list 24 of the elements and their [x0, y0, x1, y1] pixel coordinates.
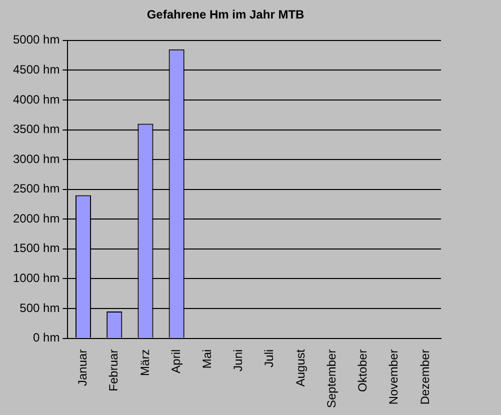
x-tick-label: Mai [200, 349, 214, 369]
y-tick-label: 2000 hm [12, 211, 60, 226]
x-tick-label: Juni [231, 349, 246, 372]
y-tick-label: 3500 hm [12, 122, 60, 136]
y-tick-label: 500 hm [20, 300, 60, 315]
chart-title: Gefahrene Hm im Jahr MTB [146, 8, 305, 22]
x-tick-label: März [138, 349, 152, 376]
x-tick-label: Januar [76, 349, 90, 386]
x-tick-label: Dezember [418, 349, 432, 405]
x-tick-label: Februar [106, 349, 121, 392]
y-tick-label: 1500 hm [12, 241, 60, 256]
y-tick-label: 2500 hm [12, 182, 60, 196]
x-tick-label: November [386, 349, 401, 405]
x-tick-label: April [168, 349, 183, 374]
y-tick-label: 1000 hm [12, 271, 60, 286]
y-tick-label: 4500 hm [12, 62, 60, 77]
y-tick-label: 5000 hm [12, 32, 60, 47]
x-tick-label: August [293, 348, 308, 387]
x-tick-label: Oktober [356, 349, 370, 392]
y-tick-label: 0 hm [33, 330, 60, 345]
x-tick-label: September [324, 349, 338, 408]
x-tick-label: Juli [262, 349, 276, 368]
y-tick-label: 4000 hm [12, 92, 60, 106]
y-tick-label: 3000 hm [12, 152, 60, 166]
